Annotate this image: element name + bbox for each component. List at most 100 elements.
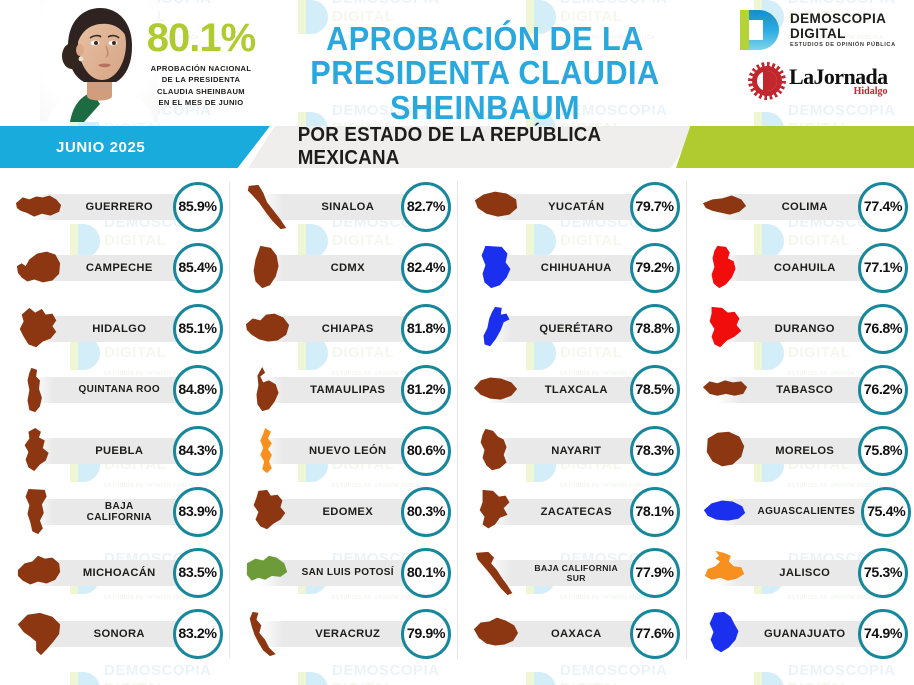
state-row[interactable]: JALISCO 75.3% (686, 542, 914, 603)
state-name-label: EDOMEX (322, 505, 374, 518)
state-row[interactable]: CHIAPAS 81.8% (229, 298, 458, 359)
state-row[interactable]: HIDALGO 85.1% (0, 298, 229, 359)
state-shape-icon (15, 194, 62, 217)
state-shape-icon (17, 555, 61, 585)
state-row[interactable]: PUEBLA 84.3% (0, 420, 229, 481)
state-row[interactable]: GUANAJUATO 74.9% (686, 603, 914, 664)
state-name-label: VERACRUZ (315, 627, 381, 640)
demoscopia-logo-line-1: DEMOSCOPIA (790, 11, 887, 27)
state-row[interactable]: BAJA CALIFORNIA 83.9% (0, 481, 229, 542)
state-shape-sinaloa-icon (235, 178, 301, 236)
state-name-label: TLAXCALA (544, 383, 608, 396)
approval-percentage-badge: 75.4% (861, 486, 912, 537)
state-shape-icon (259, 427, 272, 473)
state-shape-icon (253, 245, 279, 288)
national-approval-stat: 80.1% APROBACIÓN NACIONAL DE LA PRESIDEN… (128, 18, 274, 109)
lajornada-logo: LaJornada Hidalgo (714, 58, 904, 104)
approval-percentage-badge: 78.3% (629, 425, 680, 476)
state-shape-jalisco-icon (692, 544, 758, 602)
state-shape-coahuila-icon (692, 239, 758, 297)
state-row[interactable]: QUERÉTARO 78.8% (457, 298, 686, 359)
demoscopia-logo: DEMOSCOPIA DIGITAL ESTUDIOS DE OPINIÓN P… (714, 6, 904, 54)
demoscopia-logo-line-2: DIGITAL (790, 25, 846, 41)
state-shape-icon (474, 191, 518, 217)
state-name-label: COLIMA (781, 200, 828, 213)
state-name-label: TABASCO (776, 383, 834, 396)
state-shape-zacatecas-icon (463, 483, 529, 541)
state-name-label: DURANGO (774, 322, 835, 335)
state-shape-aguascalientes-icon (692, 483, 758, 541)
state-row[interactable]: MICHOACÁN 83.5% (0, 542, 229, 603)
states-column-4: COLIMA 77.4% COAHUILA 77.1% DURANGO 76.8% TABA… (685, 176, 914, 680)
state-name-label: SAN LUIS POTOSÍ (301, 567, 394, 578)
lajornada-logo-sub: Hidalgo (853, 85, 888, 97)
state-row[interactable]: CHIHUAHUA 79.2% (457, 237, 686, 298)
state-shape-icon (16, 251, 61, 282)
watermark-line-2: DIGITAL (788, 680, 850, 685)
state-row[interactable]: AGUASCALIENTES 75.4% (686, 481, 914, 542)
page-title: APROBACIÓN DE LA PRESIDENTA CLAUDIA SHEI… (250, 21, 720, 126)
state-name-label: MORELOS (775, 444, 835, 457)
state-shape-edomex-icon (235, 483, 301, 541)
state-name-label: AGUASCALIENTES (757, 506, 856, 517)
state-shape-icon (480, 428, 507, 470)
state-shape-icon (246, 555, 287, 581)
banner-month-label: JUNIO 2025 (56, 138, 146, 156)
caption-line-2: DE LA PRESIDENTA (161, 75, 241, 85)
state-row[interactable]: TAMAULIPAS 81.2% (229, 359, 458, 420)
state-shape-oaxaca-icon (463, 605, 529, 663)
state-shape-icon (17, 612, 61, 655)
approval-percentage-badge: 77.1% (858, 242, 908, 293)
state-name-label: JALISCO (779, 566, 831, 579)
state-row[interactable]: VERACRUZ 79.9% (229, 603, 458, 664)
title-line-2: PRESIDENTA CLAUDIA SHEINBAUM (310, 54, 660, 126)
state-row[interactable]: COAHUILA 77.1% (686, 237, 914, 298)
state-row[interactable]: CAMPECHE 85.4% (0, 237, 229, 298)
header: 80.1% APROBACIÓN NACIONAL DE LA PRESIDEN… (0, 0, 914, 124)
states-column-1: GUERRERO 85.9% CAMPECHE 85.4% HIDALGO 85.1% QU… (0, 176, 229, 680)
state-shape-guerrero-icon (6, 178, 72, 236)
state-shape-queretaro-icon (463, 300, 529, 358)
approval-percentage-badge: 78.8% (629, 303, 680, 354)
state-name-label: CDMX (330, 261, 365, 274)
state-shape-sonora-icon (6, 605, 72, 663)
state-row[interactable]: MORELOS 75.8% (686, 420, 914, 481)
approval-percentage-badge: 83.9% (172, 486, 223, 537)
approval-percentage-badge: 82.7% (401, 181, 451, 232)
state-row[interactable]: GUERRERO 85.9% (0, 176, 229, 237)
gear-icon (748, 62, 786, 100)
state-shape-icon (473, 377, 518, 400)
state-row[interactable]: SINALOA 82.7% (229, 176, 458, 237)
approval-percentage-badge: 85.9% (172, 181, 223, 232)
approval-percentage-badge: 74.9% (858, 608, 908, 659)
portrait-illustration (48, 8, 154, 122)
state-row[interactable]: EDOMEX 80.3% (229, 481, 458, 542)
watermark-line-2: DIGITAL (332, 680, 394, 685)
state-shape-tlaxcala-icon (463, 361, 529, 419)
state-shape-nuevoleon-icon (235, 422, 301, 480)
state-row[interactable]: QUINTANA ROO 84.8% (0, 359, 229, 420)
approval-percentage-badge: 81.8% (401, 303, 451, 354)
banner-green-segment (676, 126, 914, 168)
state-row[interactable]: YUCATÁN 79.7% (457, 176, 686, 237)
state-row[interactable]: ZACATECAS 78.1% (457, 481, 686, 542)
state-row[interactable]: TABASCO 76.2% (686, 359, 914, 420)
state-row[interactable]: NUEVO LEÓN 80.6% (229, 420, 458, 481)
state-row[interactable]: SAN LUIS POTOSÍ 80.1% (229, 542, 458, 603)
state-row[interactable]: SONORA 83.2% (0, 603, 229, 664)
state-shape-icon (24, 427, 49, 471)
state-row[interactable]: BAJA CALIFORNIA SUR 77.9% (457, 542, 686, 603)
approval-percentage-badge: 85.1% (172, 303, 223, 354)
lajornada-logo-text: LaJornada (789, 63, 888, 89)
state-row[interactable]: DURANGO 76.8% (686, 298, 914, 359)
state-shape-icon (709, 611, 738, 652)
state-name-label: BAJA CALIFORNIA (86, 500, 152, 523)
state-row[interactable]: NAYARIT 78.3% (457, 420, 686, 481)
state-name-label: MICHOACÁN (82, 566, 156, 579)
state-row[interactable]: COLIMA 77.4% (686, 176, 914, 237)
approval-percentage-badge: 78.1% (629, 486, 680, 537)
state-row[interactable]: OAXACA 77.6% (457, 603, 686, 664)
state-row[interactable]: TLAXCALA 78.5% (457, 359, 686, 420)
state-row[interactable]: CDMX 82.4% (229, 237, 458, 298)
watermark-line-2: DIGITAL (560, 680, 622, 685)
